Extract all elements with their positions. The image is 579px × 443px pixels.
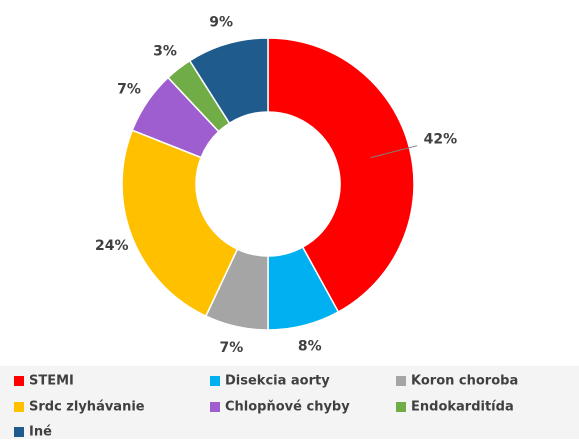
legend-label: Endokarditída: [411, 400, 514, 415]
legend-swatch: [14, 402, 24, 412]
data-label: 7%: [219, 340, 243, 356]
donut-slice: [188, 37, 269, 125]
legend-label: Chlopňové chyby: [225, 400, 350, 415]
legend-label: Koron choroba: [411, 374, 518, 389]
data-label: 8%: [298, 339, 322, 355]
legend-label: Iné: [29, 425, 52, 440]
legend-label: STEMI: [29, 374, 74, 389]
donut-slice: [267, 37, 415, 313]
legend-label: Disekcia aorty: [225, 374, 330, 389]
data-label: 42%: [424, 132, 458, 148]
data-label: 7%: [117, 82, 141, 98]
legend-swatch: [210, 402, 220, 412]
legend-label: Srdc zlyhávanie: [29, 400, 145, 415]
donut-slice: [121, 129, 239, 318]
legend-swatch: [210, 376, 220, 386]
data-label: 24%: [95, 238, 129, 254]
legend-swatch: [396, 402, 406, 412]
legend-swatch: [14, 427, 24, 437]
data-label: 9%: [209, 15, 233, 31]
legend-swatch: [14, 376, 24, 386]
data-label: 3%: [153, 43, 177, 59]
legend-swatch: [396, 376, 406, 386]
legend-background: [0, 366, 579, 439]
leader-line: [370, 145, 418, 159]
